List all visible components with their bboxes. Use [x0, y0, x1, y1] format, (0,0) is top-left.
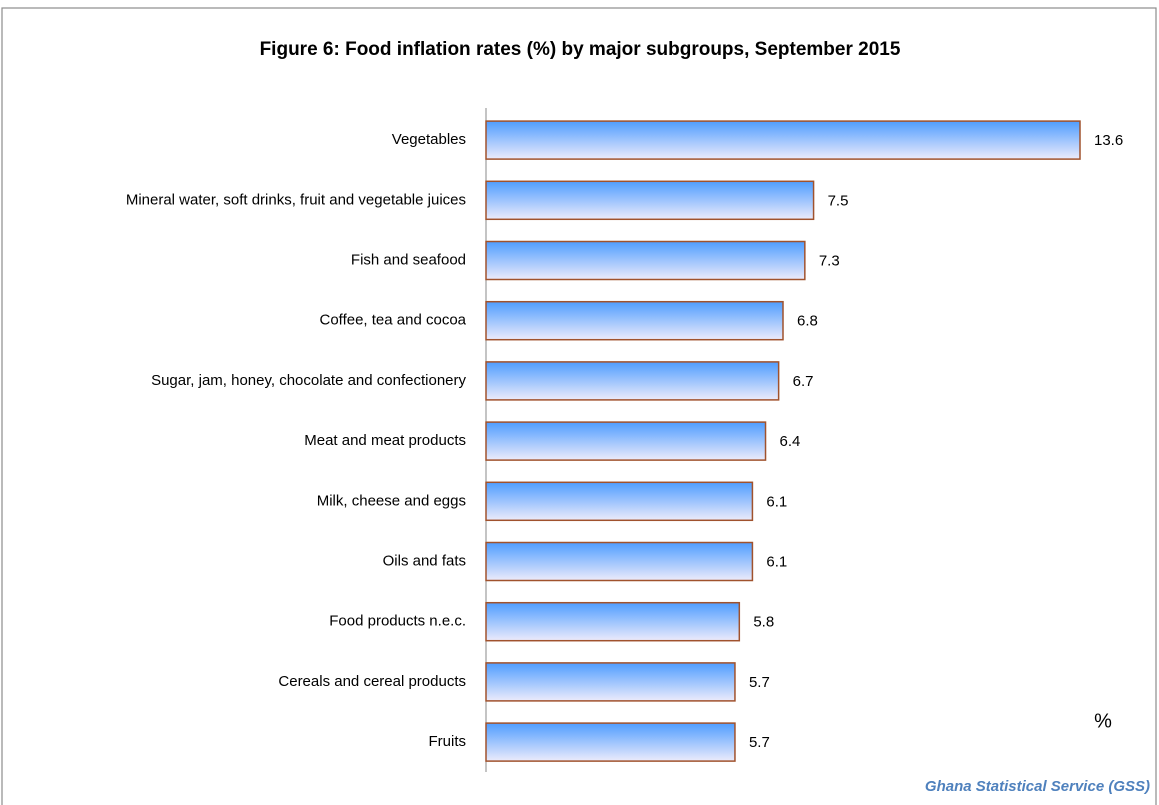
category-label: Vegetables	[392, 131, 466, 148]
category-label: Mineral water, soft drinks, fruit and ve…	[126, 191, 466, 208]
value-label: 5.8	[753, 614, 774, 631]
bar	[485, 601, 741, 642]
category-label: Sugar, jam, honey, chocolate and confect…	[151, 372, 466, 389]
value-label: 5.7	[749, 734, 770, 751]
value-label: 6.1	[766, 553, 787, 570]
category-label: Fish and seafood	[351, 251, 466, 268]
category-label: Milk, cheese and eggs	[317, 492, 466, 509]
bar	[485, 180, 815, 221]
source: Ghana Statistical Service (GSS)	[925, 778, 1150, 795]
bar	[485, 421, 767, 461]
value-label: 6.8	[797, 313, 818, 330]
bar	[485, 481, 754, 522]
bar	[485, 240, 806, 281]
bar	[485, 541, 754, 582]
bar	[485, 120, 1081, 160]
category-label: Cereals and cereal products	[278, 673, 466, 690]
value-label: 7.3	[819, 252, 840, 269]
value-label: 13.6	[1094, 132, 1123, 149]
bar	[485, 722, 736, 762]
value-label: 6.1	[766, 493, 787, 510]
category-label: Oils and fats	[383, 552, 466, 569]
chart-title: Figure 6: Food inflation rates (%) by ma…	[260, 39, 901, 60]
value-label: 7.5	[828, 192, 849, 209]
category-label: Food products n.e.c.	[329, 613, 466, 630]
unit-annotation: %	[1094, 710, 1112, 732]
value-label: 6.4	[780, 433, 801, 450]
category-label: Fruits	[429, 733, 467, 750]
bar	[485, 300, 784, 341]
category-label: Coffee, tea and cocoa	[320, 312, 467, 329]
category-label: Meat and meat products	[304, 432, 466, 449]
value-label: 5.7	[749, 674, 770, 691]
bar	[485, 361, 780, 401]
bar	[485, 662, 736, 702]
value-label: 6.7	[793, 373, 814, 390]
